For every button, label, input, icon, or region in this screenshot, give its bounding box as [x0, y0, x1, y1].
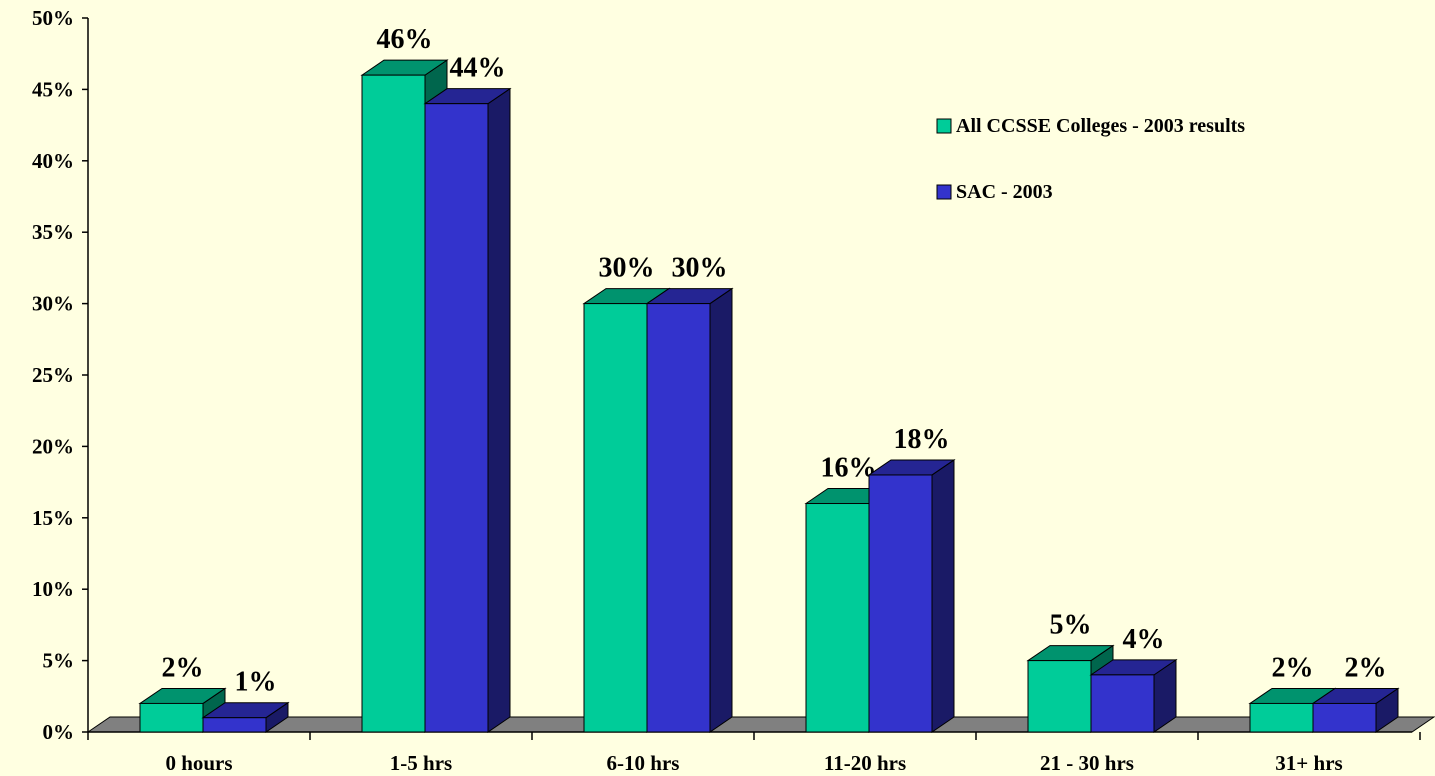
y-tick-label: 35% — [32, 220, 74, 244]
data-label: 30% — [599, 253, 655, 284]
x-tick-label: 31+ hrs — [1275, 751, 1342, 775]
y-tick-label: 20% — [32, 434, 74, 458]
bar — [202, 717, 267, 733]
bar — [361, 74, 426, 733]
data-label: 16% — [821, 453, 877, 484]
x-tick-label: 1-5 hrs — [390, 751, 452, 775]
bar — [1312, 702, 1377, 733]
data-label: 46% — [377, 24, 433, 55]
x-tick-label: 11-20 hrs — [824, 751, 906, 775]
chart-floor — [86, 716, 1435, 733]
bar — [424, 103, 489, 733]
bar — [583, 303, 648, 733]
bar — [1249, 702, 1314, 733]
bar — [1027, 660, 1092, 733]
legend-swatch — [936, 184, 952, 200]
bar — [139, 702, 204, 733]
data-label: 4% — [1123, 624, 1165, 655]
legend-item-label: All CCSSE Colleges - 2003 results — [956, 115, 1245, 137]
bar — [646, 303, 711, 733]
y-tick-label: 45% — [32, 77, 74, 101]
data-label: 44% — [450, 53, 506, 84]
y-tick-label: 5% — [43, 649, 75, 673]
data-label: 18% — [894, 424, 950, 455]
y-tick-label: 25% — [32, 363, 74, 387]
y-tick-label: 30% — [32, 292, 74, 316]
data-label: 30% — [672, 253, 728, 284]
bar-side — [931, 459, 955, 733]
x-tick-label: 6-10 hrs — [607, 751, 680, 775]
data-label: 1% — [235, 667, 277, 698]
data-label: 2% — [1345, 652, 1387, 683]
x-tick-label: 21 - 30 hrs — [1040, 751, 1134, 775]
bar-side — [487, 87, 511, 733]
bar-side — [709, 287, 733, 733]
data-label: 5% — [1050, 610, 1092, 641]
bar — [868, 474, 933, 733]
y-tick-label: 15% — [32, 506, 74, 530]
legend-swatch — [936, 118, 952, 134]
data-label: 2% — [162, 652, 204, 683]
legend-item-label: SAC - 2003 — [956, 181, 1053, 203]
x-tick-label: 0 hours — [165, 751, 232, 775]
data-label: 2% — [1272, 652, 1314, 683]
bar — [1090, 674, 1155, 733]
y-tick-label: 0% — [43, 720, 75, 744]
y-tick-label: 50% — [32, 6, 74, 30]
bar — [805, 503, 870, 733]
y-tick-label: 10% — [32, 577, 74, 601]
y-tick-label: 40% — [32, 149, 74, 173]
